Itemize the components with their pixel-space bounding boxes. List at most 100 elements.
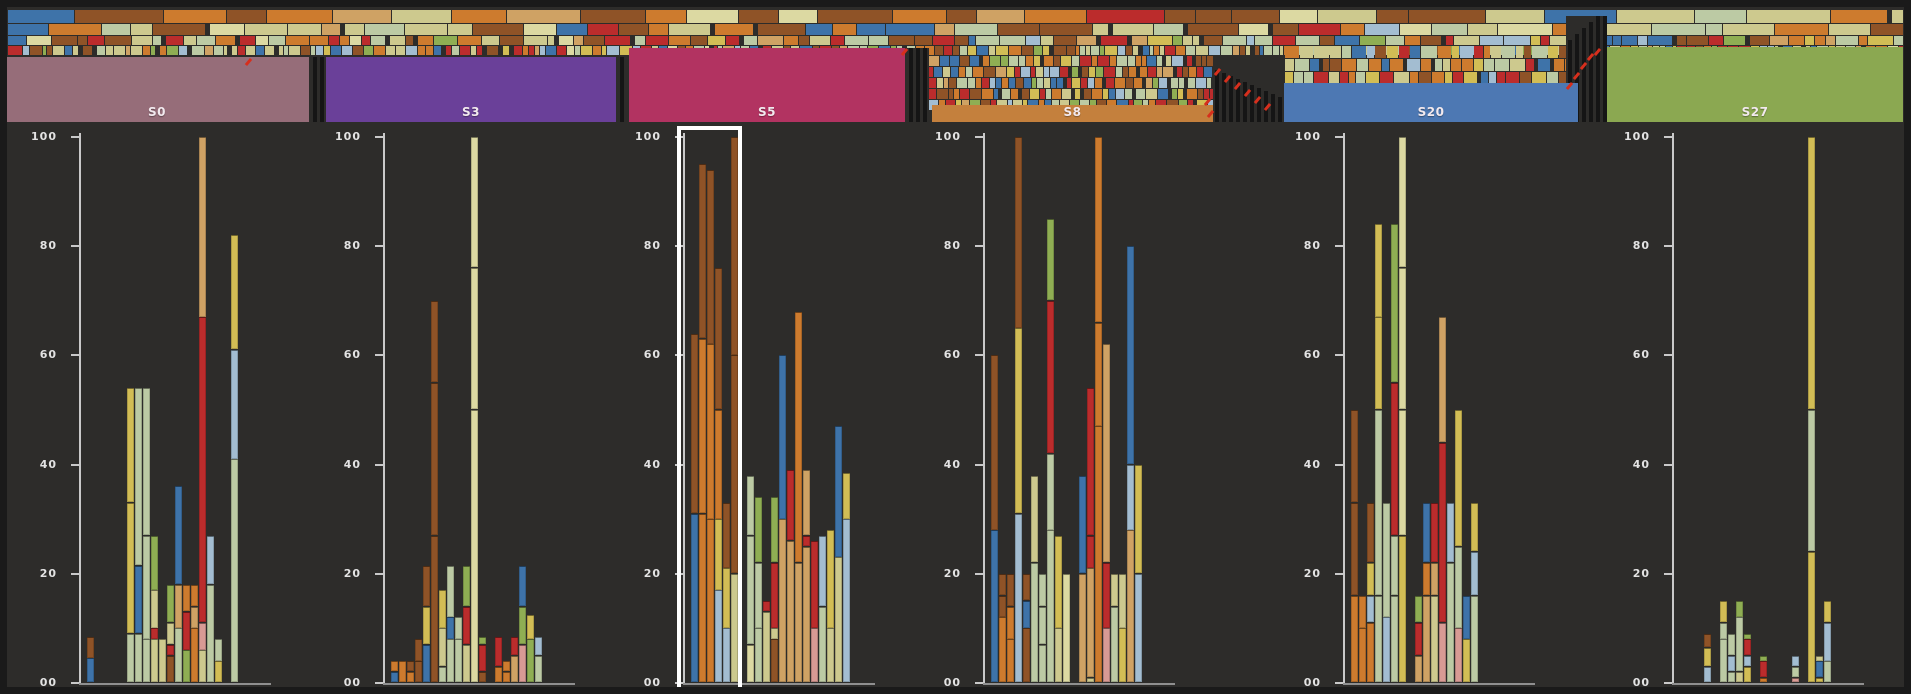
band-segment: [214, 46, 223, 55]
band-segment: [131, 24, 152, 35]
mosaic-tile: [1136, 56, 1141, 66]
bar-segment: [1792, 655, 1799, 666]
mosaic-tile: [1342, 59, 1356, 71]
y-tick: [975, 136, 983, 138]
band-segment: [1233, 46, 1239, 55]
mosaic-tile: [1369, 59, 1381, 71]
band-segment: [1273, 46, 1279, 55]
mosaic-tile: [1520, 72, 1531, 84]
bar-segment: [1127, 246, 1134, 464]
bar-segment: [1007, 573, 1014, 606]
mosaic-tile: [1366, 72, 1379, 84]
band-segment: [1498, 24, 1552, 35]
y-tick-label: 100: [335, 130, 361, 143]
mosaic-tile: [929, 78, 936, 88]
bar-segment: [423, 565, 430, 606]
band-segment: [210, 24, 244, 35]
bar-segment: [1367, 562, 1374, 596]
band-segment: [167, 46, 178, 55]
band-segment: [1240, 46, 1245, 55]
mosaic-tile: [1295, 59, 1309, 71]
cluster-block-s8[interactable]: S8: [932, 105, 1213, 122]
bar-segment: [503, 661, 510, 672]
band-segment: [687, 10, 738, 23]
bar-segment: [1808, 551, 1815, 683]
bar-segment: [795, 311, 802, 563]
band-segment: [715, 24, 753, 35]
bar-segment: [463, 644, 470, 683]
band-segment: [284, 46, 288, 55]
bar-segment: [1399, 268, 1406, 410]
band-segment: [143, 46, 150, 55]
bar-segment: [715, 410, 722, 519]
band-segment: [557, 24, 587, 35]
band-segment: [1695, 10, 1746, 23]
band-segment: [1264, 46, 1272, 55]
mosaic-tile: [1489, 72, 1496, 84]
band-segment: [256, 46, 264, 55]
band-segment: [588, 24, 618, 35]
band-segment: [362, 36, 370, 45]
band-segment: [1221, 46, 1232, 55]
y-tick-label: 00: [643, 676, 661, 689]
band-segment: [1868, 36, 1893, 45]
bar-segment: [391, 661, 398, 672]
band-segment: [977, 10, 1024, 23]
bar-segment: [175, 584, 182, 628]
mosaic-tile: [1001, 56, 1008, 66]
y-tick-label: 20: [1303, 566, 1321, 580]
bar-segment: [811, 541, 818, 628]
y-tick: [1664, 463, 1672, 466]
cluster-block-s27[interactable]: S27: [1607, 47, 1903, 122]
cluster-block-s20[interactable]: S20: [1284, 83, 1578, 122]
bar-segment: [1015, 137, 1022, 328]
bar-segment: [479, 636, 486, 645]
mosaic-tile: [937, 89, 948, 99]
bar-segment: [527, 614, 534, 639]
bar-segment: [819, 606, 826, 683]
mosaic-tile: [1178, 89, 1183, 99]
bar-segment: [1455, 410, 1462, 546]
mosaic-tile: [1435, 59, 1442, 71]
band-segment: [153, 36, 161, 45]
mosaic-tile: [1375, 46, 1386, 58]
bar-segment: [527, 639, 534, 683]
mosaic-tile: [1134, 78, 1142, 88]
mosaic-tile: [1410, 46, 1420, 58]
mosaic-tile: [1096, 67, 1103, 77]
mosaic-tile: [966, 67, 972, 77]
mosaic-tile: [1179, 78, 1184, 88]
band-segment: [1648, 36, 1672, 45]
band-segment: [744, 36, 757, 45]
mosaic-tile: [1128, 56, 1135, 66]
band-segment: [605, 36, 630, 45]
band-segment: [833, 24, 856, 35]
mosaic-tile: [1187, 56, 1192, 66]
bar-segment: [135, 388, 142, 565]
bar-segment: [699, 164, 706, 339]
band-segment: [1176, 46, 1185, 55]
cluster-block-s3[interactable]: S3: [326, 57, 616, 122]
band-segment: [166, 36, 183, 45]
band-segment: [1196, 10, 1231, 23]
cluster-block-s0[interactable]: S0: [5, 57, 309, 122]
y-tick-label: 80: [1632, 239, 1650, 253]
barcode-stripe: [1222, 73, 1226, 122]
band-segment: [151, 46, 155, 55]
y-tick: [71, 682, 79, 684]
y-tick: [975, 682, 983, 684]
mosaic-tile: [1196, 78, 1206, 88]
band-segment: [333, 10, 391, 23]
band-segment: [224, 46, 227, 55]
y-tick: [975, 463, 983, 466]
cluster-block-s5[interactable]: S5: [629, 48, 905, 122]
band-segment: [1829, 24, 1870, 35]
mosaic-tile: [1387, 46, 1398, 58]
band-segment: [311, 46, 315, 55]
mosaic-tile: [1052, 89, 1061, 99]
band-segment: [405, 24, 447, 35]
band-segment: [1223, 36, 1246, 45]
band-segment: [265, 46, 274, 55]
bar-segment: [1744, 633, 1751, 639]
band-segment: [30, 46, 42, 55]
